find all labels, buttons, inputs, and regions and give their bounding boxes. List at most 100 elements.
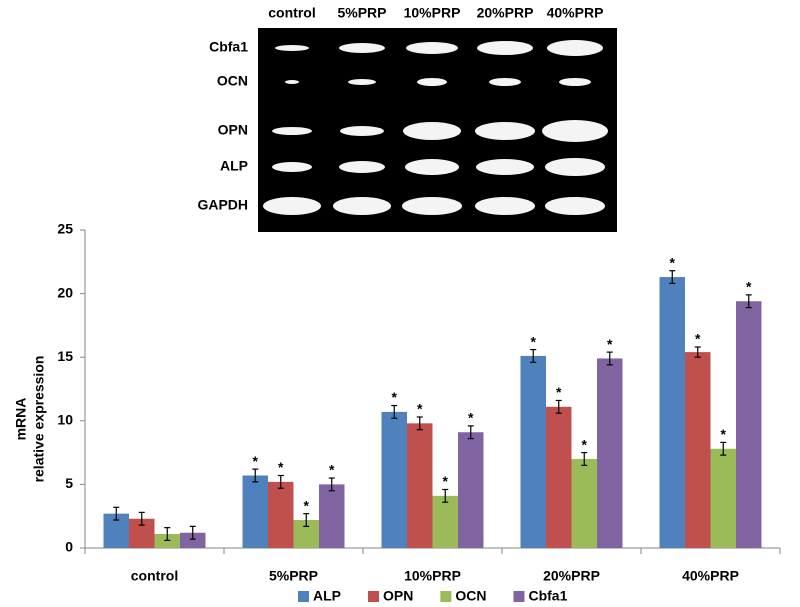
error-bar bbox=[720, 441, 727, 456]
y-tick-label: 5 bbox=[65, 475, 73, 491]
error-bar bbox=[416, 416, 423, 431]
gel-band bbox=[477, 41, 533, 55]
x-tick-label: control bbox=[131, 568, 178, 584]
legend-label: Cbfa1 bbox=[528, 588, 567, 604]
error-bar bbox=[252, 468, 259, 483]
gel-band bbox=[547, 40, 603, 56]
legend-swatch bbox=[440, 591, 452, 602]
bar bbox=[381, 411, 407, 548]
legend-swatch bbox=[368, 591, 379, 602]
error-bar bbox=[581, 452, 588, 466]
error-bar bbox=[164, 527, 171, 541]
error-bar bbox=[606, 351, 613, 366]
marker-label: GAPDH bbox=[197, 197, 248, 213]
bar bbox=[432, 495, 458, 548]
x-tick-label: 20%PRP bbox=[543, 568, 600, 584]
legend-label: ALP bbox=[313, 588, 341, 604]
error-bar bbox=[138, 511, 145, 526]
bar bbox=[546, 406, 572, 548]
error-bar bbox=[328, 477, 335, 492]
gel-band bbox=[475, 122, 535, 140]
error-bar bbox=[303, 513, 310, 527]
bar bbox=[710, 448, 736, 548]
marker-label: OCN bbox=[217, 73, 248, 89]
gel-band bbox=[339, 43, 385, 53]
significance-mark: * bbox=[607, 336, 613, 352]
lane-label: control bbox=[268, 5, 315, 21]
x-tick-label: 10%PRP bbox=[404, 568, 461, 584]
gel-band bbox=[476, 159, 534, 175]
lane-label: 20%PRP bbox=[477, 5, 534, 21]
significance-mark: * bbox=[582, 436, 588, 452]
significance-mark: * bbox=[746, 279, 752, 295]
gel-band bbox=[340, 126, 384, 136]
y-tick-label: 0 bbox=[65, 539, 73, 555]
bar bbox=[736, 301, 762, 548]
error-bar bbox=[442, 488, 449, 503]
bar bbox=[407, 423, 433, 548]
bar bbox=[571, 458, 597, 548]
gel-band bbox=[403, 122, 461, 140]
bar bbox=[319, 484, 345, 548]
significance-mark: * bbox=[253, 453, 259, 469]
legend-swatch bbox=[513, 591, 525, 602]
error-bar bbox=[113, 506, 120, 521]
error-bar bbox=[669, 270, 676, 285]
gel-band bbox=[272, 127, 312, 135]
bar bbox=[180, 532, 206, 548]
gel-band bbox=[545, 158, 605, 176]
marker-label: OPN bbox=[218, 122, 248, 138]
lane-label: 40%PRP bbox=[547, 5, 604, 21]
lane-label: 10%PRP bbox=[404, 5, 461, 21]
error-bar bbox=[530, 348, 537, 363]
y-tick-label: 15 bbox=[57, 348, 73, 364]
gel-band bbox=[405, 159, 459, 175]
significance-mark: * bbox=[721, 426, 727, 442]
y-tick-label: 10 bbox=[57, 412, 73, 428]
gel-band bbox=[489, 78, 521, 86]
gel-band bbox=[285, 80, 299, 84]
y-tick-label: 25 bbox=[57, 221, 73, 237]
gel-band bbox=[475, 197, 535, 215]
y-axis-label: relative expression bbox=[31, 356, 47, 483]
gel-band bbox=[272, 162, 312, 172]
gel-band bbox=[559, 78, 591, 86]
legend-swatch bbox=[298, 591, 309, 602]
bar bbox=[242, 475, 268, 548]
gel-band bbox=[339, 161, 385, 173]
y-tick-label: 20 bbox=[57, 284, 73, 300]
error-bar bbox=[467, 425, 474, 440]
lane-label: 5%PRP bbox=[337, 5, 386, 21]
gel-band bbox=[406, 42, 458, 54]
y-axis-label: mRNA bbox=[13, 398, 29, 441]
significance-mark: * bbox=[556, 384, 562, 400]
significance-mark: * bbox=[531, 333, 537, 349]
significance-mark: * bbox=[278, 459, 284, 475]
x-tick-label: 40%PRP bbox=[682, 568, 739, 584]
gel-band bbox=[263, 197, 321, 215]
bar bbox=[520, 355, 546, 548]
legend-label: OPN bbox=[383, 588, 413, 604]
bar bbox=[685, 352, 711, 548]
gel-band bbox=[402, 197, 462, 215]
significance-mark: * bbox=[417, 401, 423, 417]
gel-band bbox=[545, 197, 605, 215]
error-bar bbox=[555, 399, 562, 414]
significance-mark: * bbox=[670, 254, 676, 270]
significance-mark: * bbox=[443, 473, 449, 489]
significance-mark: * bbox=[392, 389, 398, 405]
bar bbox=[154, 534, 180, 548]
error-bar bbox=[391, 404, 398, 419]
error-bar bbox=[277, 474, 284, 489]
legend-label: OCN bbox=[455, 588, 486, 604]
significance-mark: * bbox=[695, 331, 701, 347]
gel-band bbox=[417, 78, 447, 86]
error-bar bbox=[745, 294, 752, 309]
significance-mark: * bbox=[329, 462, 335, 478]
gel-band bbox=[333, 197, 391, 215]
gel-band bbox=[542, 120, 608, 142]
significance-mark: * bbox=[304, 497, 310, 513]
x-tick-label: 5%PRP bbox=[269, 568, 318, 584]
marker-label: Cbfa1 bbox=[209, 39, 248, 55]
